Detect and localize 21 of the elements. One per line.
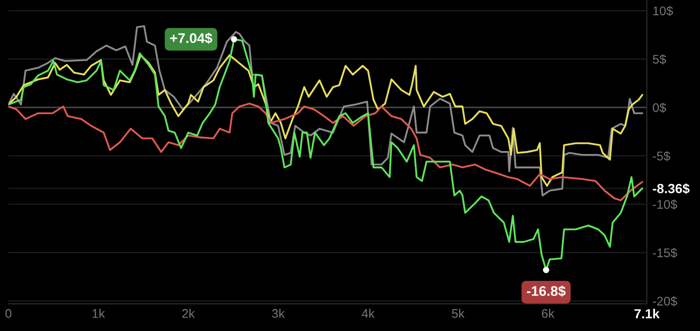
annotation: +7.04$ bbox=[170, 32, 212, 44]
y-tick-label: 0$ bbox=[652, 102, 666, 113]
x-tick-label: 7.1k bbox=[634, 308, 660, 318]
line-series bbox=[8, 102, 644, 202]
x-tick-label: 5k bbox=[452, 308, 465, 318]
y-tick-label: -10$ bbox=[652, 199, 678, 210]
y-tick-label: -8.36$ bbox=[652, 183, 690, 194]
x-tick-label: 4k bbox=[362, 308, 375, 318]
y-tick-label: 10$ bbox=[653, 6, 674, 16]
x-tick-label: 6k bbox=[542, 308, 555, 318]
y-tick-label: 5$ bbox=[652, 54, 666, 64]
y-tick-label: -20$ bbox=[652, 296, 678, 306]
x-tick-label: 1k bbox=[92, 308, 105, 318]
y-tick-label: -15$ bbox=[652, 248, 678, 258]
x-tick-label: 0 bbox=[5, 309, 12, 318]
x-tick-label: 3k bbox=[272, 308, 285, 318]
x-tick-label: 2k bbox=[182, 308, 195, 318]
annotation: -16.8$ bbox=[526, 285, 566, 297]
y-tick-label: -5$ bbox=[652, 151, 670, 162]
line-series bbox=[8, 25, 644, 196]
line-series bbox=[8, 54, 644, 187]
